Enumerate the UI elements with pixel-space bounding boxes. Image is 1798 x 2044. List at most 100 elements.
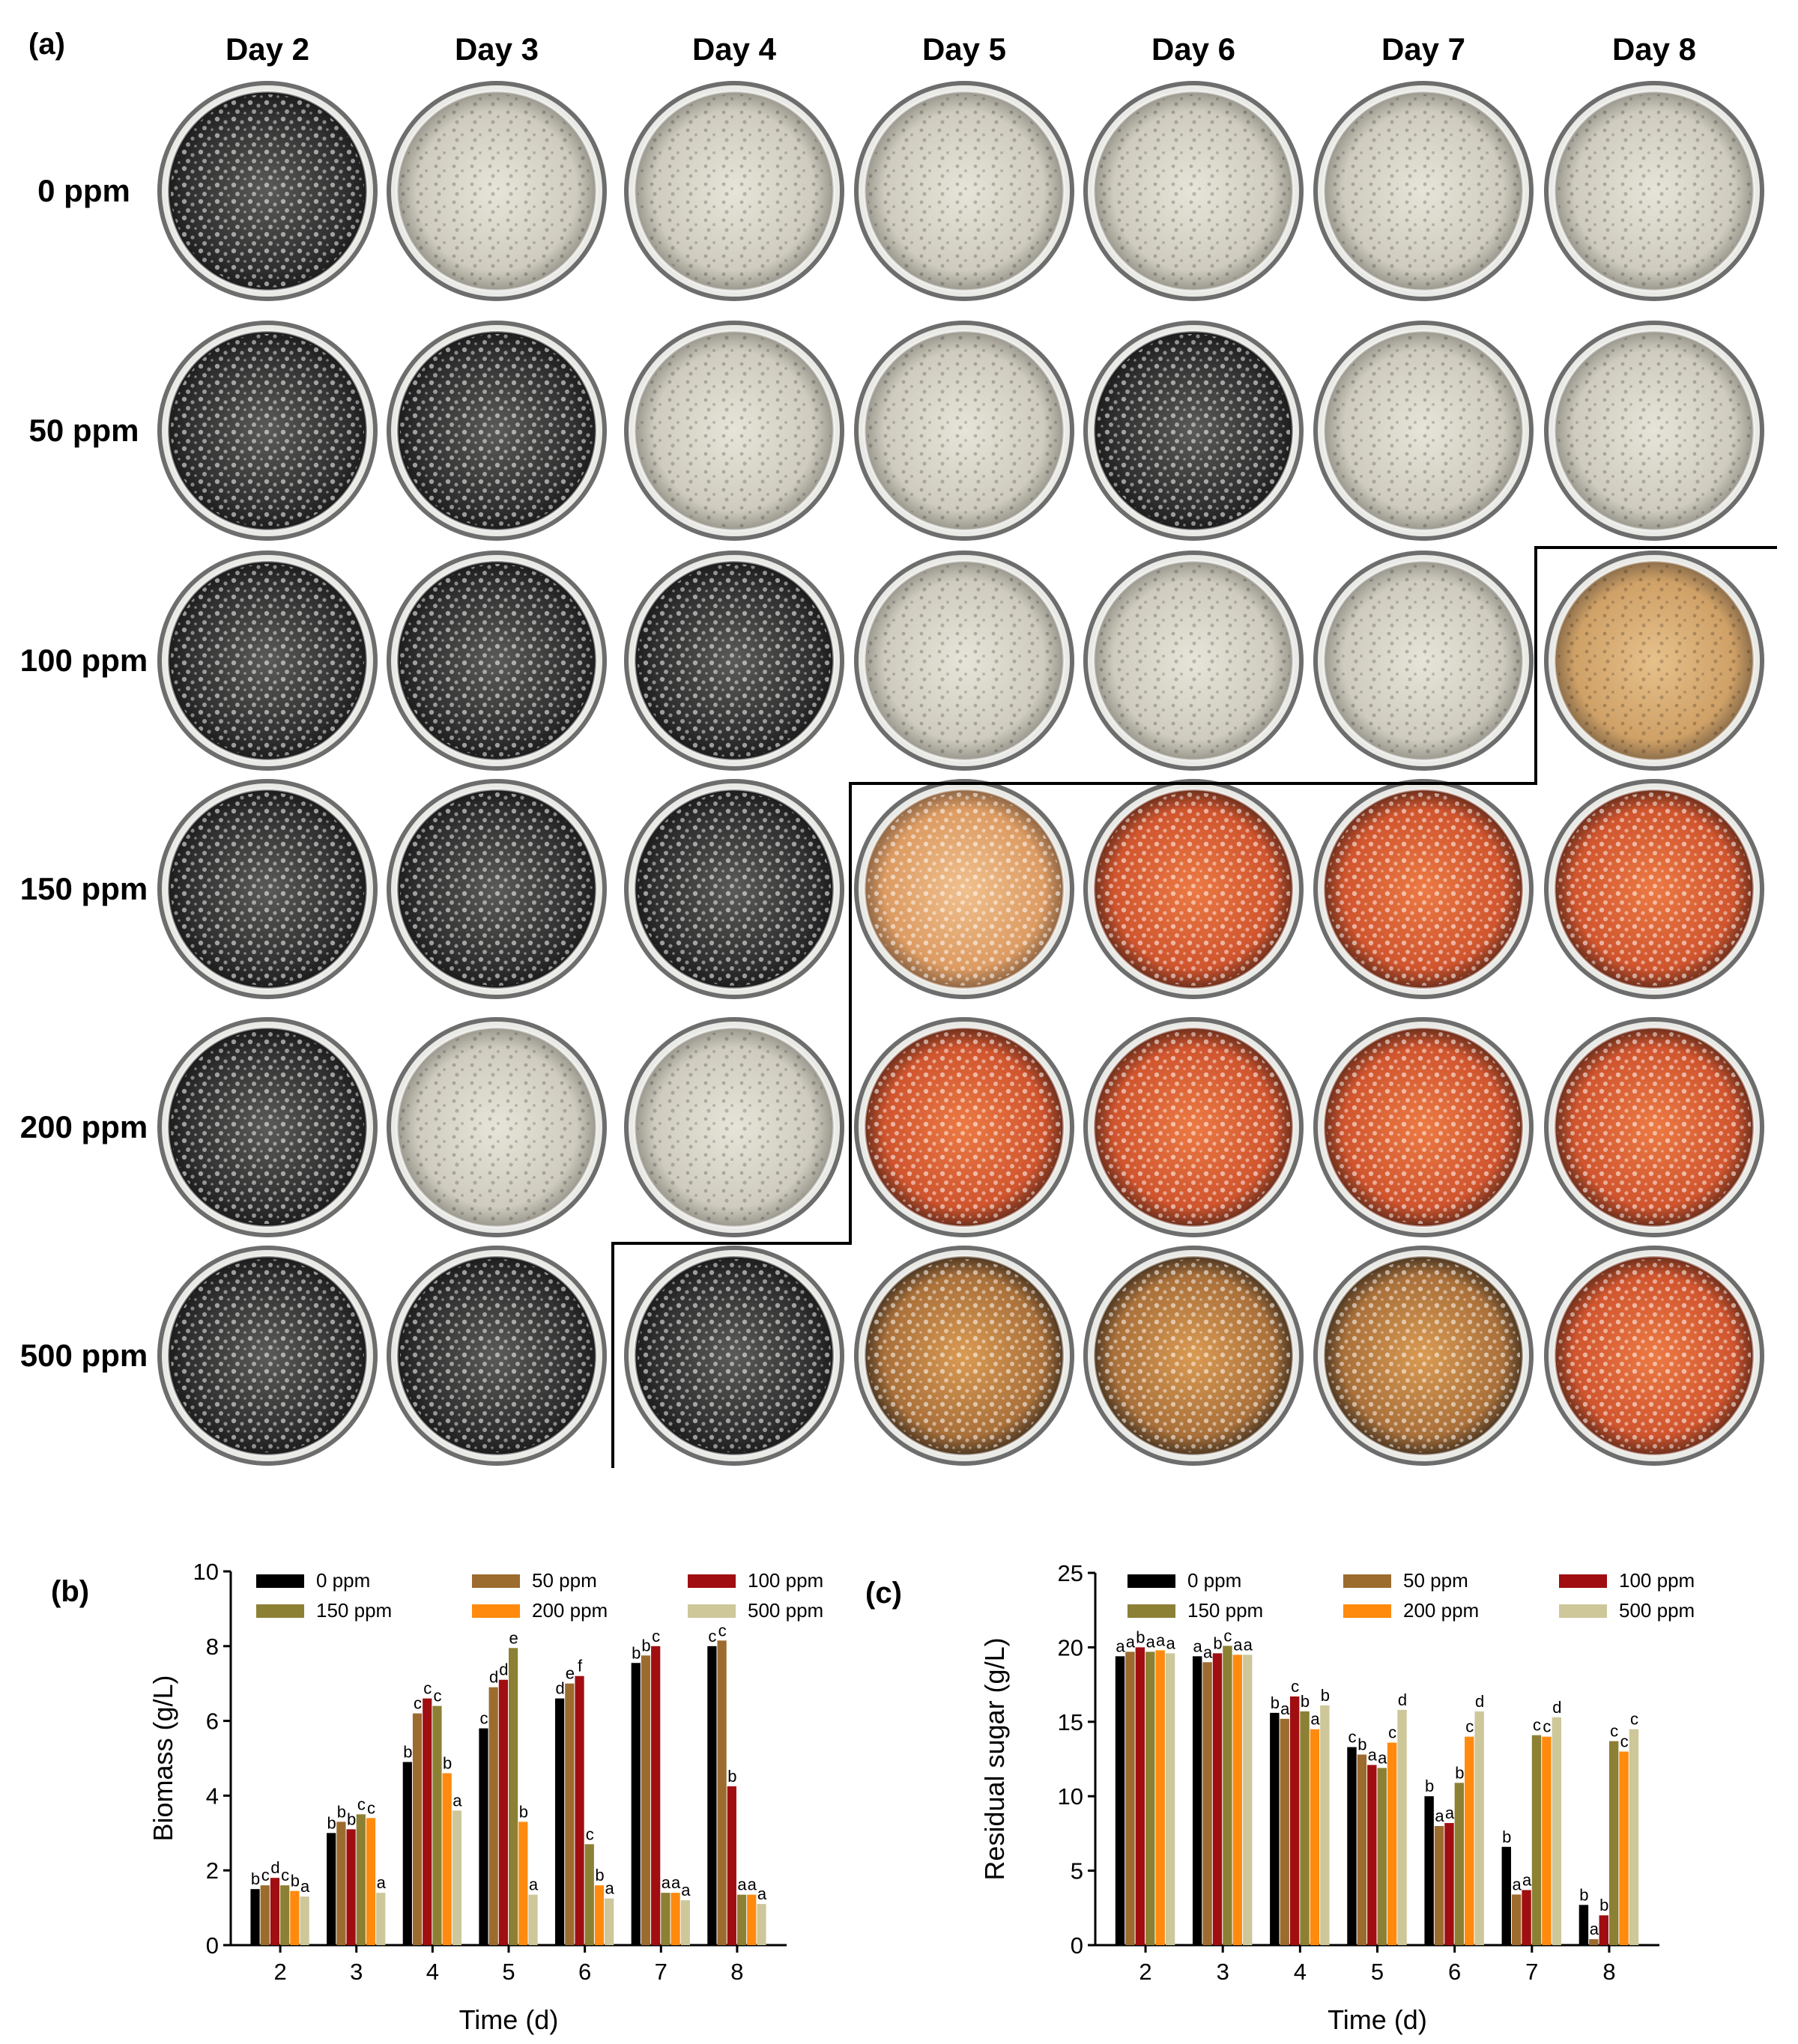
petri-plate xyxy=(1544,321,1764,541)
bar xyxy=(488,1687,498,1945)
plate-highlight xyxy=(1092,788,1295,990)
y-tick-label: 2 xyxy=(206,1858,219,1884)
bar xyxy=(1531,1735,1542,1945)
bar-significance-label: a xyxy=(1435,1807,1444,1825)
bar xyxy=(631,1663,641,1945)
colony-texture xyxy=(1097,94,1290,288)
bar xyxy=(717,1640,727,1945)
y-tick-label: 8 xyxy=(206,1634,219,1660)
legend-label: 50 ppm xyxy=(532,1569,597,1592)
y-tick-label: 25 xyxy=(1058,1560,1083,1586)
petri-plate xyxy=(1544,779,1764,999)
petri-plate xyxy=(624,551,844,771)
legend-swatch xyxy=(1127,1604,1175,1618)
colony-texture xyxy=(1558,94,1751,288)
plate-highlight xyxy=(863,1255,1065,1457)
pigmentation-boundary-line xyxy=(611,546,1777,1468)
bar-significance-label: a xyxy=(737,1875,747,1894)
x-axis-label: Time (d) xyxy=(1328,2004,1427,2035)
bar xyxy=(1424,1796,1434,1945)
plate-highlight xyxy=(396,1255,598,1457)
petri-plate xyxy=(854,1017,1074,1237)
concentration-label: 500 ppm xyxy=(20,1338,148,1373)
x-axis-label: Time (d) xyxy=(459,2004,559,2035)
x-tick-label: 8 xyxy=(1602,1959,1615,1985)
plate-highlight xyxy=(1322,1026,1525,1228)
bar-significance-label: c xyxy=(1630,1710,1638,1729)
bar xyxy=(402,1762,412,1945)
concentration-label: 200 ppm xyxy=(20,1109,148,1144)
legend-swatch xyxy=(1127,1574,1175,1588)
plate-highlight xyxy=(863,1026,1065,1228)
legend-label: 200 ppm xyxy=(1403,1599,1479,1622)
colony-texture xyxy=(400,1031,593,1224)
bar-significance-label: a xyxy=(662,1873,671,1892)
bar xyxy=(1310,1729,1320,1945)
bar xyxy=(1501,1846,1511,1945)
colony-texture xyxy=(1327,1259,1520,1452)
plate-highlight xyxy=(1553,90,1755,292)
plate-highlight xyxy=(1322,559,1525,762)
bar-significance-label: c xyxy=(708,1627,716,1646)
petri-plate xyxy=(387,321,607,541)
colony-texture xyxy=(1327,792,1520,986)
plate-highlight xyxy=(863,90,1065,292)
day-headers: Day 2 Day 3 Day 4 Day 5 Day 6 Day 7 Day 8 xyxy=(225,31,1696,67)
bar xyxy=(651,1646,661,1945)
bar-significance-label: a xyxy=(671,1873,681,1892)
petri-plate xyxy=(387,779,607,999)
y-tick-label: 6 xyxy=(206,1708,219,1735)
y-tick-label: 4 xyxy=(206,1783,219,1809)
bar-significance-label: d xyxy=(499,1661,508,1679)
bar xyxy=(555,1698,565,1945)
colony-texture xyxy=(1558,1031,1751,1224)
bar xyxy=(1270,1712,1280,1945)
bar-significance-label: b xyxy=(291,1872,300,1890)
petri-plate xyxy=(854,81,1074,301)
bar xyxy=(479,1728,488,1945)
plate-highlight xyxy=(1092,1255,1295,1457)
colony-texture xyxy=(868,1259,1061,1452)
bar-significance-label: b xyxy=(727,1767,736,1786)
legend-label: 0 ppm xyxy=(316,1569,370,1592)
bar-significance-label: e xyxy=(566,1664,575,1683)
bar xyxy=(707,1646,717,1945)
bar xyxy=(509,1648,518,1945)
bar xyxy=(1347,1747,1357,1945)
plate-highlight xyxy=(1322,788,1525,990)
bar xyxy=(1619,1751,1629,1945)
petri-plate xyxy=(157,1246,378,1466)
bar-significance-label: d xyxy=(1552,1698,1561,1717)
bar xyxy=(584,1844,594,1945)
bar-significance-label: b xyxy=(1301,1692,1310,1711)
colony-texture xyxy=(1097,1259,1290,1452)
x-tick-label: 5 xyxy=(502,1959,515,1985)
bar-significance-label: a xyxy=(1193,1637,1203,1655)
legend-label: 100 ppm xyxy=(1619,1569,1695,1592)
plate-highlight xyxy=(1322,330,1525,532)
bar xyxy=(1511,1894,1522,1945)
colony-texture xyxy=(638,1259,831,1452)
bar-significance-label: c xyxy=(1388,1723,1396,1742)
bar-significance-label: a xyxy=(1280,1699,1290,1718)
bar xyxy=(366,1818,376,1945)
bar-significance-label: a xyxy=(1590,1920,1599,1938)
bar-significance-label: a xyxy=(681,1881,691,1899)
petri-plate xyxy=(1313,551,1534,771)
bar-significance-label: a xyxy=(748,1875,757,1894)
petri-plate xyxy=(157,81,378,301)
petri-plate xyxy=(1544,81,1764,301)
day-header: Day 5 xyxy=(922,31,1006,67)
plate-highlight xyxy=(1092,559,1295,762)
bar-significance-label: a xyxy=(757,1884,767,1903)
bar xyxy=(1444,1822,1454,1945)
colony-texture xyxy=(400,792,593,986)
plate-highlight xyxy=(633,1255,835,1457)
bar-significance-label: d xyxy=(489,1668,498,1687)
day-header: Day 6 xyxy=(1151,31,1235,67)
plate-highlight xyxy=(1322,90,1525,292)
bar xyxy=(270,1878,280,1945)
bar xyxy=(290,1890,300,1945)
bar xyxy=(1434,1825,1444,1945)
